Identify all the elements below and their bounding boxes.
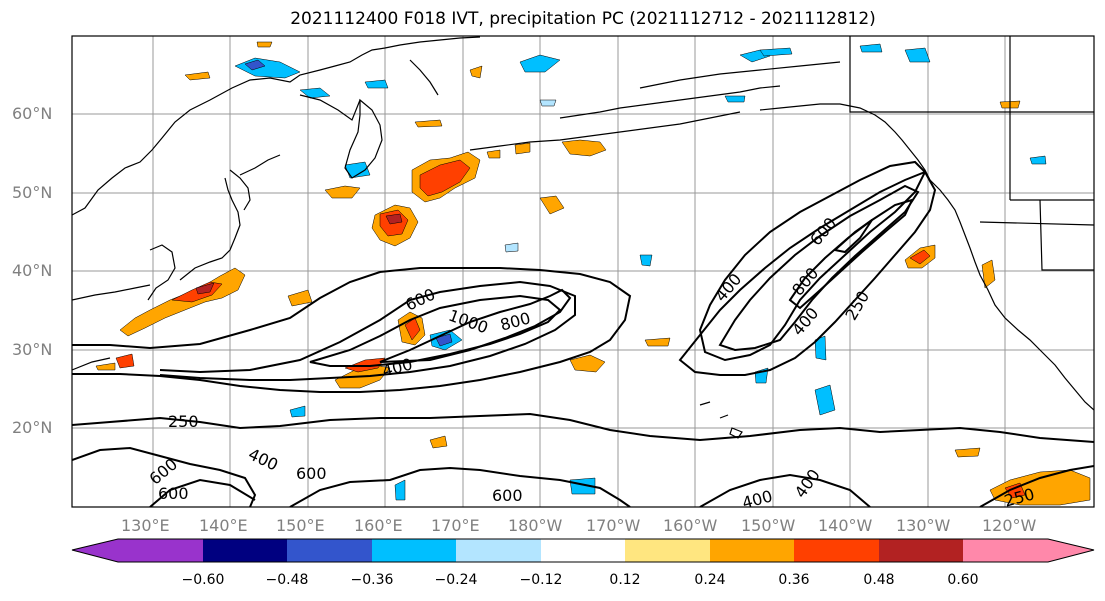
lon-label: 130°E (121, 516, 170, 535)
colorbar-tick: −0.36 (350, 572, 394, 588)
lon-label: 150°E (276, 516, 325, 535)
ivt-contours (72, 160, 1094, 507)
colorbar-extend-low (72, 539, 118, 562)
lat-label: 20°N (12, 418, 53, 437)
lat-label: 30°N (12, 340, 53, 359)
lon-label: 140°W (818, 516, 873, 535)
lon-label: 180°W (508, 516, 563, 535)
map-layers (72, 36, 1094, 507)
lon-label: 160°W (663, 516, 718, 535)
lon-label: 170°E (431, 516, 480, 535)
lon-label: 140°E (199, 516, 248, 535)
colorbar-tick: −0.60 (181, 572, 225, 588)
colorbar-tick: −0.48 (265, 572, 309, 588)
map-frame (71, 35, 1095, 508)
contour-label: 600 (158, 484, 189, 503)
colorbar-tick: 0.48 (863, 572, 895, 588)
lon-label: 160°E (354, 516, 403, 535)
map-title: 2021112400 F018 IVT, precipitation PC (2… (290, 9, 876, 29)
coastlines (72, 36, 1094, 439)
colorbar-tick: 0.12 (609, 572, 641, 588)
precip-negative (234, 43, 1047, 501)
lat-label: 60°N (12, 104, 53, 123)
contour-label: 600 (296, 464, 327, 483)
lon-label: 170°W (586, 516, 641, 535)
lon-label: 150°W (741, 516, 796, 535)
colorbar-tick: 0.24 (694, 572, 726, 588)
lat-label: 50°N (12, 183, 53, 202)
colorbar-tick: 0.36 (778, 572, 810, 588)
colorbar-tick: −0.24 (434, 572, 478, 588)
contour-label: 600 (492, 486, 523, 505)
lon-label: 130°W (896, 516, 951, 535)
lat-label: 40°N (12, 261, 53, 280)
contour-label: 250 (168, 412, 199, 431)
colorbar-extend-high (1048, 539, 1094, 562)
colorbar-tick: 0.60 (947, 572, 979, 588)
colorbar (71, 538, 1095, 563)
lon-label: 120°W (982, 516, 1037, 535)
colorbar-tick: −0.12 (519, 572, 563, 588)
